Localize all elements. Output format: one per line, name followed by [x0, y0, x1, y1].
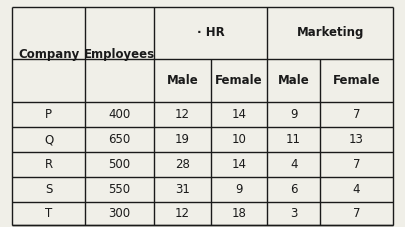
- Text: 500: 500: [109, 158, 130, 171]
- Text: 19: 19: [175, 133, 190, 146]
- Text: 4: 4: [353, 183, 360, 196]
- Text: Female: Female: [215, 74, 263, 87]
- Text: 6: 6: [290, 183, 297, 196]
- Text: 650: 650: [109, 133, 130, 146]
- Text: P: P: [45, 108, 52, 121]
- Text: 7: 7: [353, 108, 360, 121]
- Text: 7: 7: [353, 158, 360, 171]
- Text: 13: 13: [349, 133, 364, 146]
- Text: R: R: [45, 158, 53, 171]
- Text: · HR: · HR: [197, 26, 224, 39]
- Text: 4: 4: [290, 158, 297, 171]
- Text: Male: Male: [278, 74, 309, 87]
- Text: 31: 31: [175, 183, 190, 196]
- Text: 3: 3: [290, 207, 297, 220]
- Text: 9: 9: [235, 183, 243, 196]
- Text: 7: 7: [353, 207, 360, 220]
- Text: 10: 10: [232, 133, 246, 146]
- Text: Q: Q: [44, 133, 53, 146]
- Text: 400: 400: [109, 108, 130, 121]
- Text: 550: 550: [109, 183, 130, 196]
- Text: 18: 18: [232, 207, 246, 220]
- Text: 14: 14: [231, 108, 247, 121]
- Text: Marketing: Marketing: [296, 26, 364, 39]
- Text: Employees: Employees: [84, 48, 155, 61]
- Text: Female: Female: [333, 74, 380, 87]
- Text: 9: 9: [290, 108, 297, 121]
- Text: 11: 11: [286, 133, 301, 146]
- Text: 300: 300: [109, 207, 130, 220]
- Text: T: T: [45, 207, 52, 220]
- Text: Company: Company: [18, 48, 79, 61]
- Text: 12: 12: [175, 108, 190, 121]
- Text: 28: 28: [175, 158, 190, 171]
- Text: Male: Male: [166, 74, 198, 87]
- Text: 14: 14: [231, 158, 247, 171]
- Text: S: S: [45, 183, 52, 196]
- Text: 12: 12: [175, 207, 190, 220]
